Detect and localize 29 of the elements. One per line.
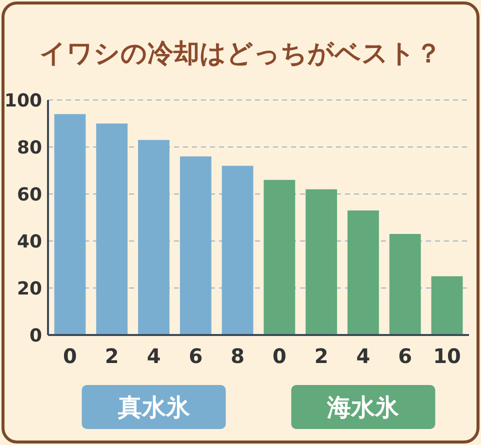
y-tick-label: 20 <box>16 278 42 300</box>
x-tick-label: 2 <box>314 344 328 368</box>
x-tick-label: 2 <box>104 344 119 368</box>
y-tick-label: 60 <box>16 184 42 206</box>
bar <box>222 166 254 335</box>
y-tick-label: 80 <box>16 137 42 158</box>
x-tick-label: 8 <box>230 344 245 368</box>
x-tick-label: 0 <box>272 344 286 368</box>
bar <box>389 234 421 335</box>
y-tick-label: 0 <box>29 325 42 346</box>
bar <box>348 210 379 335</box>
x-tick-label: 6 <box>188 344 203 368</box>
y-tick-label: 40 <box>16 231 42 252</box>
x-tick-label: 10 <box>433 344 461 368</box>
x-tick-label: 6 <box>398 344 412 368</box>
x-tick-label: 4 <box>356 344 370 368</box>
bar <box>306 189 338 335</box>
bar <box>138 140 170 335</box>
bar <box>431 276 463 335</box>
bar <box>264 180 296 335</box>
text: 海水氷 <box>326 393 400 422</box>
x-tick-label: 4 <box>146 344 161 368</box>
chart-title: イワシの冷却はどっちがベスト？ <box>40 39 442 69</box>
text: 真水氷 <box>116 393 191 422</box>
bar <box>180 156 212 335</box>
bar <box>96 124 128 335</box>
bar <box>54 114 86 335</box>
x-tick-label: 0 <box>63 344 77 368</box>
y-tick-label: 100 <box>4 90 42 112</box>
